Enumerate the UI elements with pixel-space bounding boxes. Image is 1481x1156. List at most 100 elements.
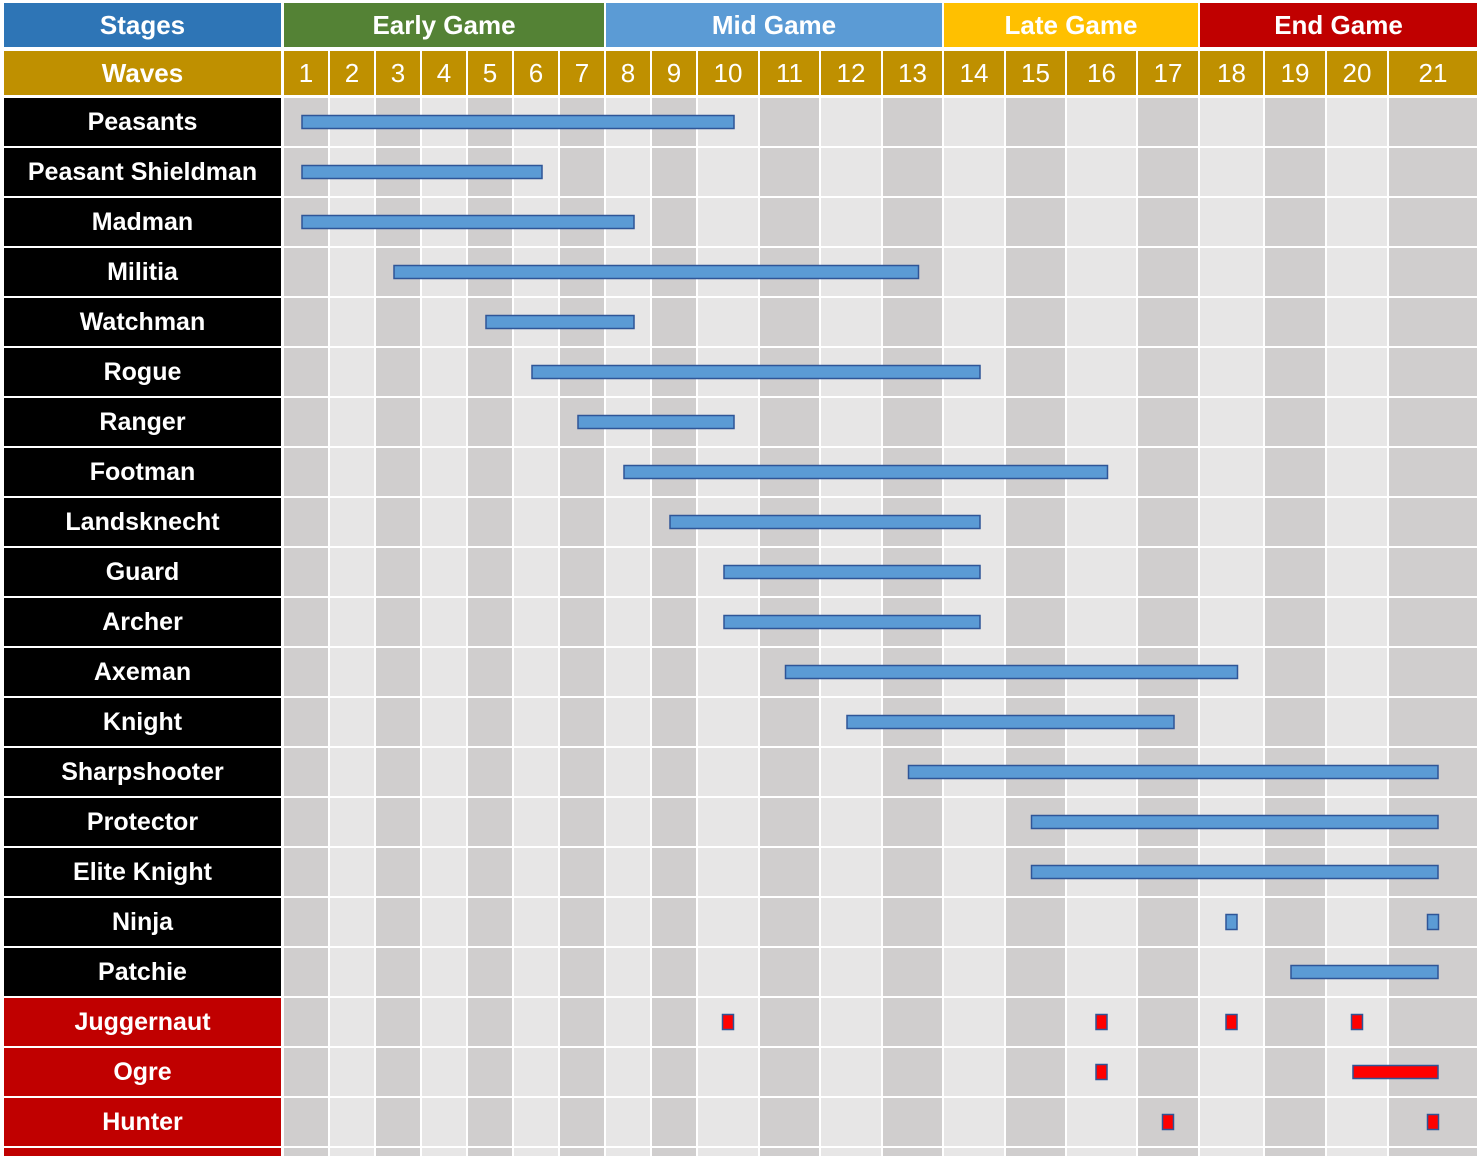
unit-label: Knight	[103, 708, 183, 736]
boss-spawn-bar	[721, 1013, 735, 1031]
wave-column-1	[283, 98, 329, 1156]
wave-header-cell	[1389, 51, 1477, 95]
wave-header-cell	[652, 51, 696, 95]
unit-spawn-bar	[531, 364, 981, 380]
stage-label: End Game	[1274, 10, 1403, 40]
wave-number-label: 16	[1087, 58, 1116, 88]
wave-column-18	[1199, 98, 1264, 1156]
wave-number-label: 2	[345, 58, 359, 88]
wave-header-cell	[1138, 51, 1198, 95]
unit-label: Footman	[90, 458, 196, 486]
unit-spawn-bar	[846, 714, 1175, 730]
wave-number-label: 17	[1154, 58, 1183, 88]
unit-spawn-bar	[723, 564, 981, 580]
wave-number-label: 13	[898, 58, 927, 88]
unit-spawn-bar	[1426, 913, 1440, 931]
unit-spawn-bar	[723, 614, 981, 630]
wave-column-17	[1137, 98, 1199, 1156]
unit-label-cell	[4, 948, 281, 996]
wave-header-cell	[330, 51, 374, 95]
unit-label-cell	[4, 548, 281, 596]
unit-spawn-bar	[1290, 964, 1439, 980]
unit-spawn-bar	[301, 214, 635, 230]
wave-header-cell	[606, 51, 650, 95]
unit-label: Hunter	[102, 1108, 183, 1136]
unit-label: Peasants	[88, 108, 198, 136]
unit-label: Madman	[92, 208, 193, 236]
unit-label-cell	[4, 748, 281, 796]
wave-number-label: 14	[960, 58, 989, 88]
boss-spawn-bar	[1352, 1064, 1439, 1080]
unit-spawn-bar	[1225, 913, 1238, 931]
wave-header-cell	[1006, 51, 1065, 95]
unit-label-cell	[4, 498, 281, 546]
wave-column-19	[1264, 98, 1326, 1156]
wave-column-2	[329, 98, 375, 1156]
boss-spawn-bar	[1426, 1113, 1440, 1131]
unit-spawn-bar	[301, 114, 735, 130]
stage-label: Mid Game	[712, 10, 836, 40]
wave-number-label: 10	[714, 58, 743, 88]
wave-header-cell	[883, 51, 942, 95]
unit-spawn-bar	[623, 464, 1109, 480]
unit-spawn-bar	[485, 314, 635, 330]
unit-spawn-bar	[784, 664, 1239, 680]
wave-header-cell	[1327, 51, 1387, 95]
wave-header-cell	[468, 51, 512, 95]
stages-header-cell	[4, 3, 281, 47]
stage-cell	[1200, 3, 1477, 47]
stage-cell	[606, 3, 942, 47]
unit-spawn-bar	[669, 514, 981, 530]
unit-label: Guard	[106, 558, 180, 586]
unit-label: Elite Knight	[73, 858, 213, 886]
unit-label-cell	[4, 348, 281, 396]
stages-header-label: Stages	[100, 10, 185, 40]
wave-number-label: 15	[1021, 58, 1050, 88]
wave-number-label: 6	[529, 58, 543, 88]
wave-header-cell	[821, 51, 881, 95]
wave-number-label: 19	[1281, 58, 1310, 88]
stage-label: Late Game	[1005, 10, 1138, 40]
unit-spawn-bar	[577, 414, 735, 430]
wave-number-label: 1	[299, 58, 313, 88]
wave-header-cell	[284, 51, 328, 95]
unit-label-cell	[4, 298, 281, 346]
wave-number-label: 9	[667, 58, 681, 88]
wave-header-cell	[1200, 51, 1263, 95]
unit-label-cell	[4, 448, 281, 496]
unit-label: Militia	[107, 258, 179, 286]
unit-label-cell	[4, 98, 281, 146]
unit-label: Ogre	[113, 1058, 171, 1086]
unit-label: Sharpshooter	[61, 758, 224, 786]
wave-header-cell	[560, 51, 604, 95]
unit-label-cell	[4, 148, 281, 196]
wave-number-label: 21	[1419, 58, 1448, 88]
unit-label-cell	[4, 848, 281, 896]
unit-spawn-bar	[907, 764, 1439, 780]
wave-number-label: 7	[575, 58, 589, 88]
unit-label: Juggernaut	[74, 1008, 211, 1036]
unit-label: Peasant Shieldman	[28, 158, 257, 186]
wave-header-cell	[1067, 51, 1136, 95]
wave-number-label: 5	[483, 58, 497, 88]
unit-label: Ninja	[112, 908, 174, 936]
wave-column-15	[1005, 98, 1066, 1156]
unit-label-cell	[4, 1098, 281, 1146]
unit-label: Ranger	[99, 408, 185, 436]
wave-column-16	[1066, 98, 1137, 1156]
unit-spawn-bar	[301, 164, 543, 180]
unit-label-cell	[4, 1048, 281, 1096]
unit-label-cell	[4, 898, 281, 946]
waves-header-label: Waves	[102, 58, 183, 88]
wave-header-cell	[422, 51, 466, 95]
unit-spawn-bar	[1030, 814, 1439, 830]
wave-number-label: 3	[391, 58, 405, 88]
wave-header-cell	[698, 51, 758, 95]
unit-label-cell	[4, 398, 281, 446]
boss-spawn-bar	[1095, 1013, 1108, 1031]
unit-label-cell	[4, 998, 281, 1046]
unit-label: Rogue	[104, 358, 182, 386]
boss-spawn-bar	[1161, 1113, 1175, 1131]
unit-label-cell	[4, 698, 281, 746]
